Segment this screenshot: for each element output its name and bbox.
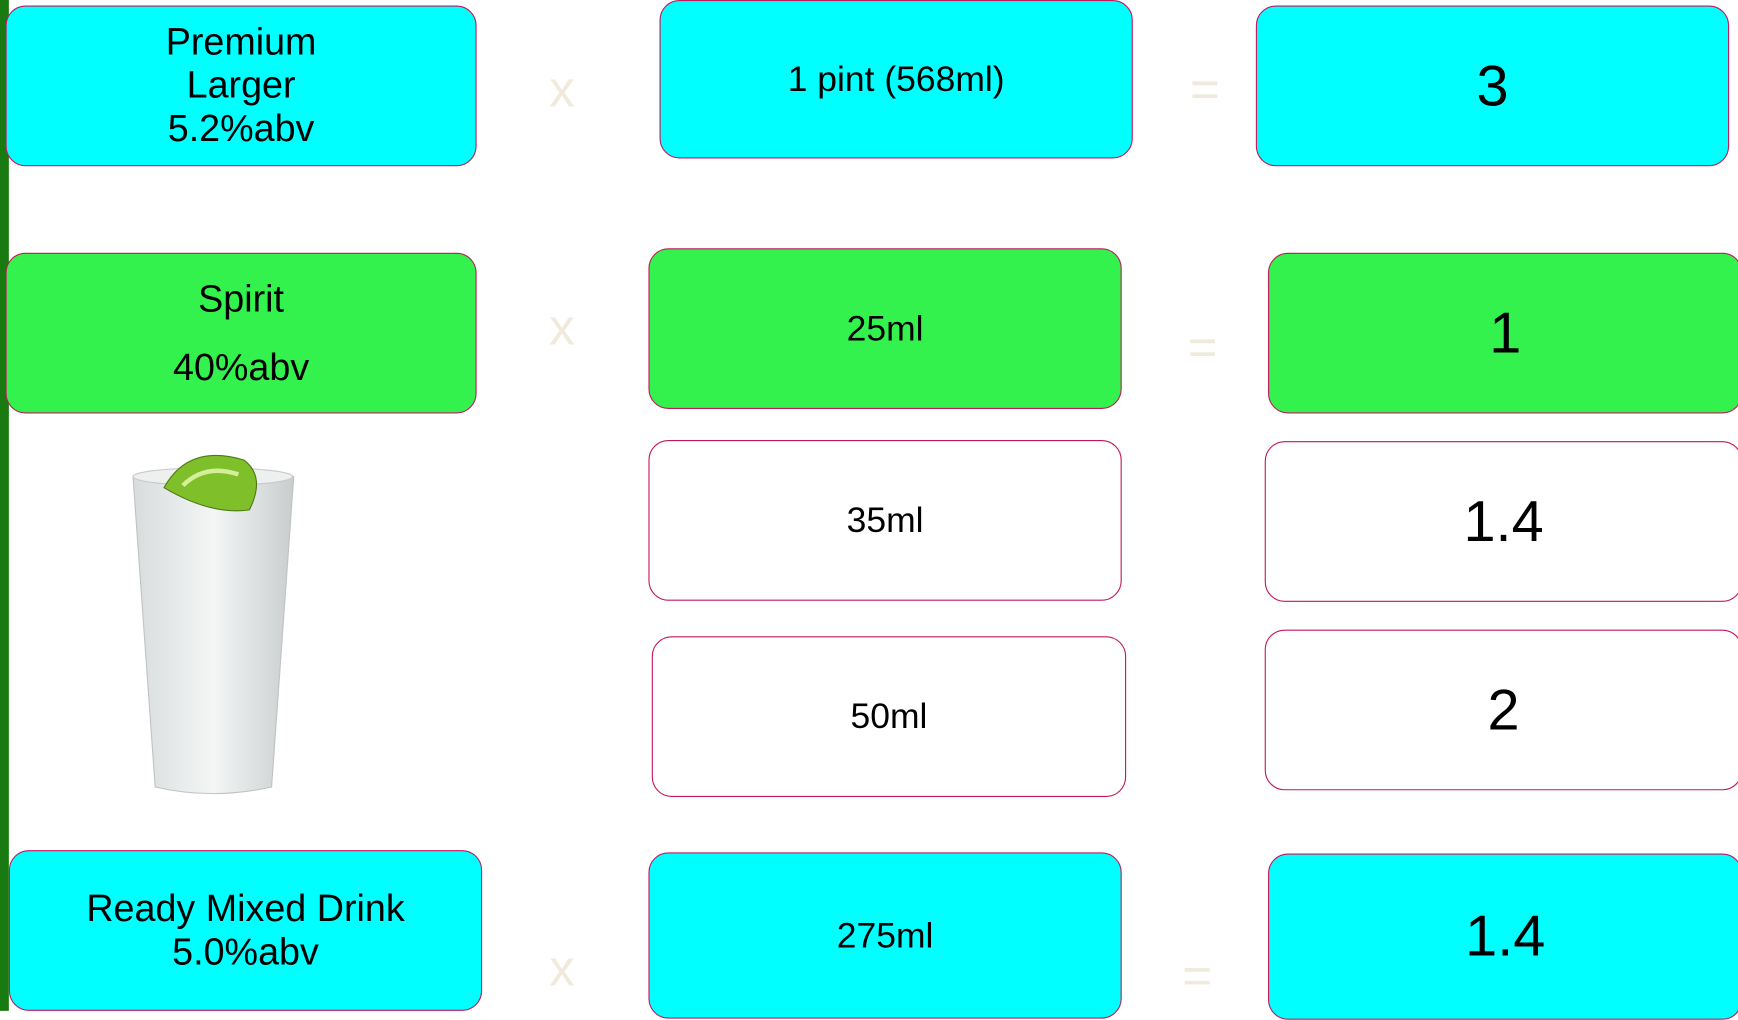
measure-text: 1 pint (568ml) xyxy=(787,58,1005,99)
operator: x xyxy=(549,298,575,356)
side-strip xyxy=(0,0,9,1011)
units-box: 2 xyxy=(1264,629,1738,791)
operator: x xyxy=(549,938,575,997)
drink-text: 5.0%abv xyxy=(172,930,319,973)
measure-box: 1 pint (568ml) xyxy=(659,0,1133,159)
operator: = xyxy=(1189,59,1220,118)
units-text: 1 xyxy=(1489,300,1522,366)
units-box: 3 xyxy=(1255,5,1730,167)
drink-text: Spirit xyxy=(198,277,285,320)
drink-text: 40%abv xyxy=(172,346,310,389)
measure-text: 50ml xyxy=(850,696,928,736)
drink-box: Ready Mixed Drink 5.0%abv xyxy=(8,850,483,1011)
units-box: 1.4 xyxy=(1264,441,1738,602)
glass-image xyxy=(132,454,295,795)
drink-box: Premium Larger 5.2%abv xyxy=(5,5,477,167)
measure-box: 25ml xyxy=(648,248,1122,410)
units-text: 3 xyxy=(1476,53,1509,119)
drink-text: Premium xyxy=(165,21,317,64)
operator: = xyxy=(1187,318,1218,376)
measure-text: 275ml xyxy=(836,915,934,955)
measure-box: 35ml xyxy=(648,440,1122,601)
drink-text: Ready Mixed Drink xyxy=(86,887,405,930)
units-text: 2 xyxy=(1487,677,1520,743)
measure-text: 25ml xyxy=(846,308,924,349)
measure-box: 50ml xyxy=(651,636,1127,797)
measure-text: 35ml xyxy=(846,499,924,540)
units-text: 1.4 xyxy=(1463,489,1544,554)
operator: x xyxy=(549,59,575,118)
units-box: 1.4 xyxy=(1268,853,1738,1020)
drink-text: 5.2%abv xyxy=(167,107,315,150)
measure-box: 275ml xyxy=(648,852,1122,1019)
drink-text: Larger xyxy=(186,64,296,107)
operator: = xyxy=(1182,946,1212,1005)
drink-box: Spirit 40%abv xyxy=(5,252,477,414)
units-text: 1.4 xyxy=(1465,904,1546,969)
units-box: 1 xyxy=(1268,252,1738,414)
